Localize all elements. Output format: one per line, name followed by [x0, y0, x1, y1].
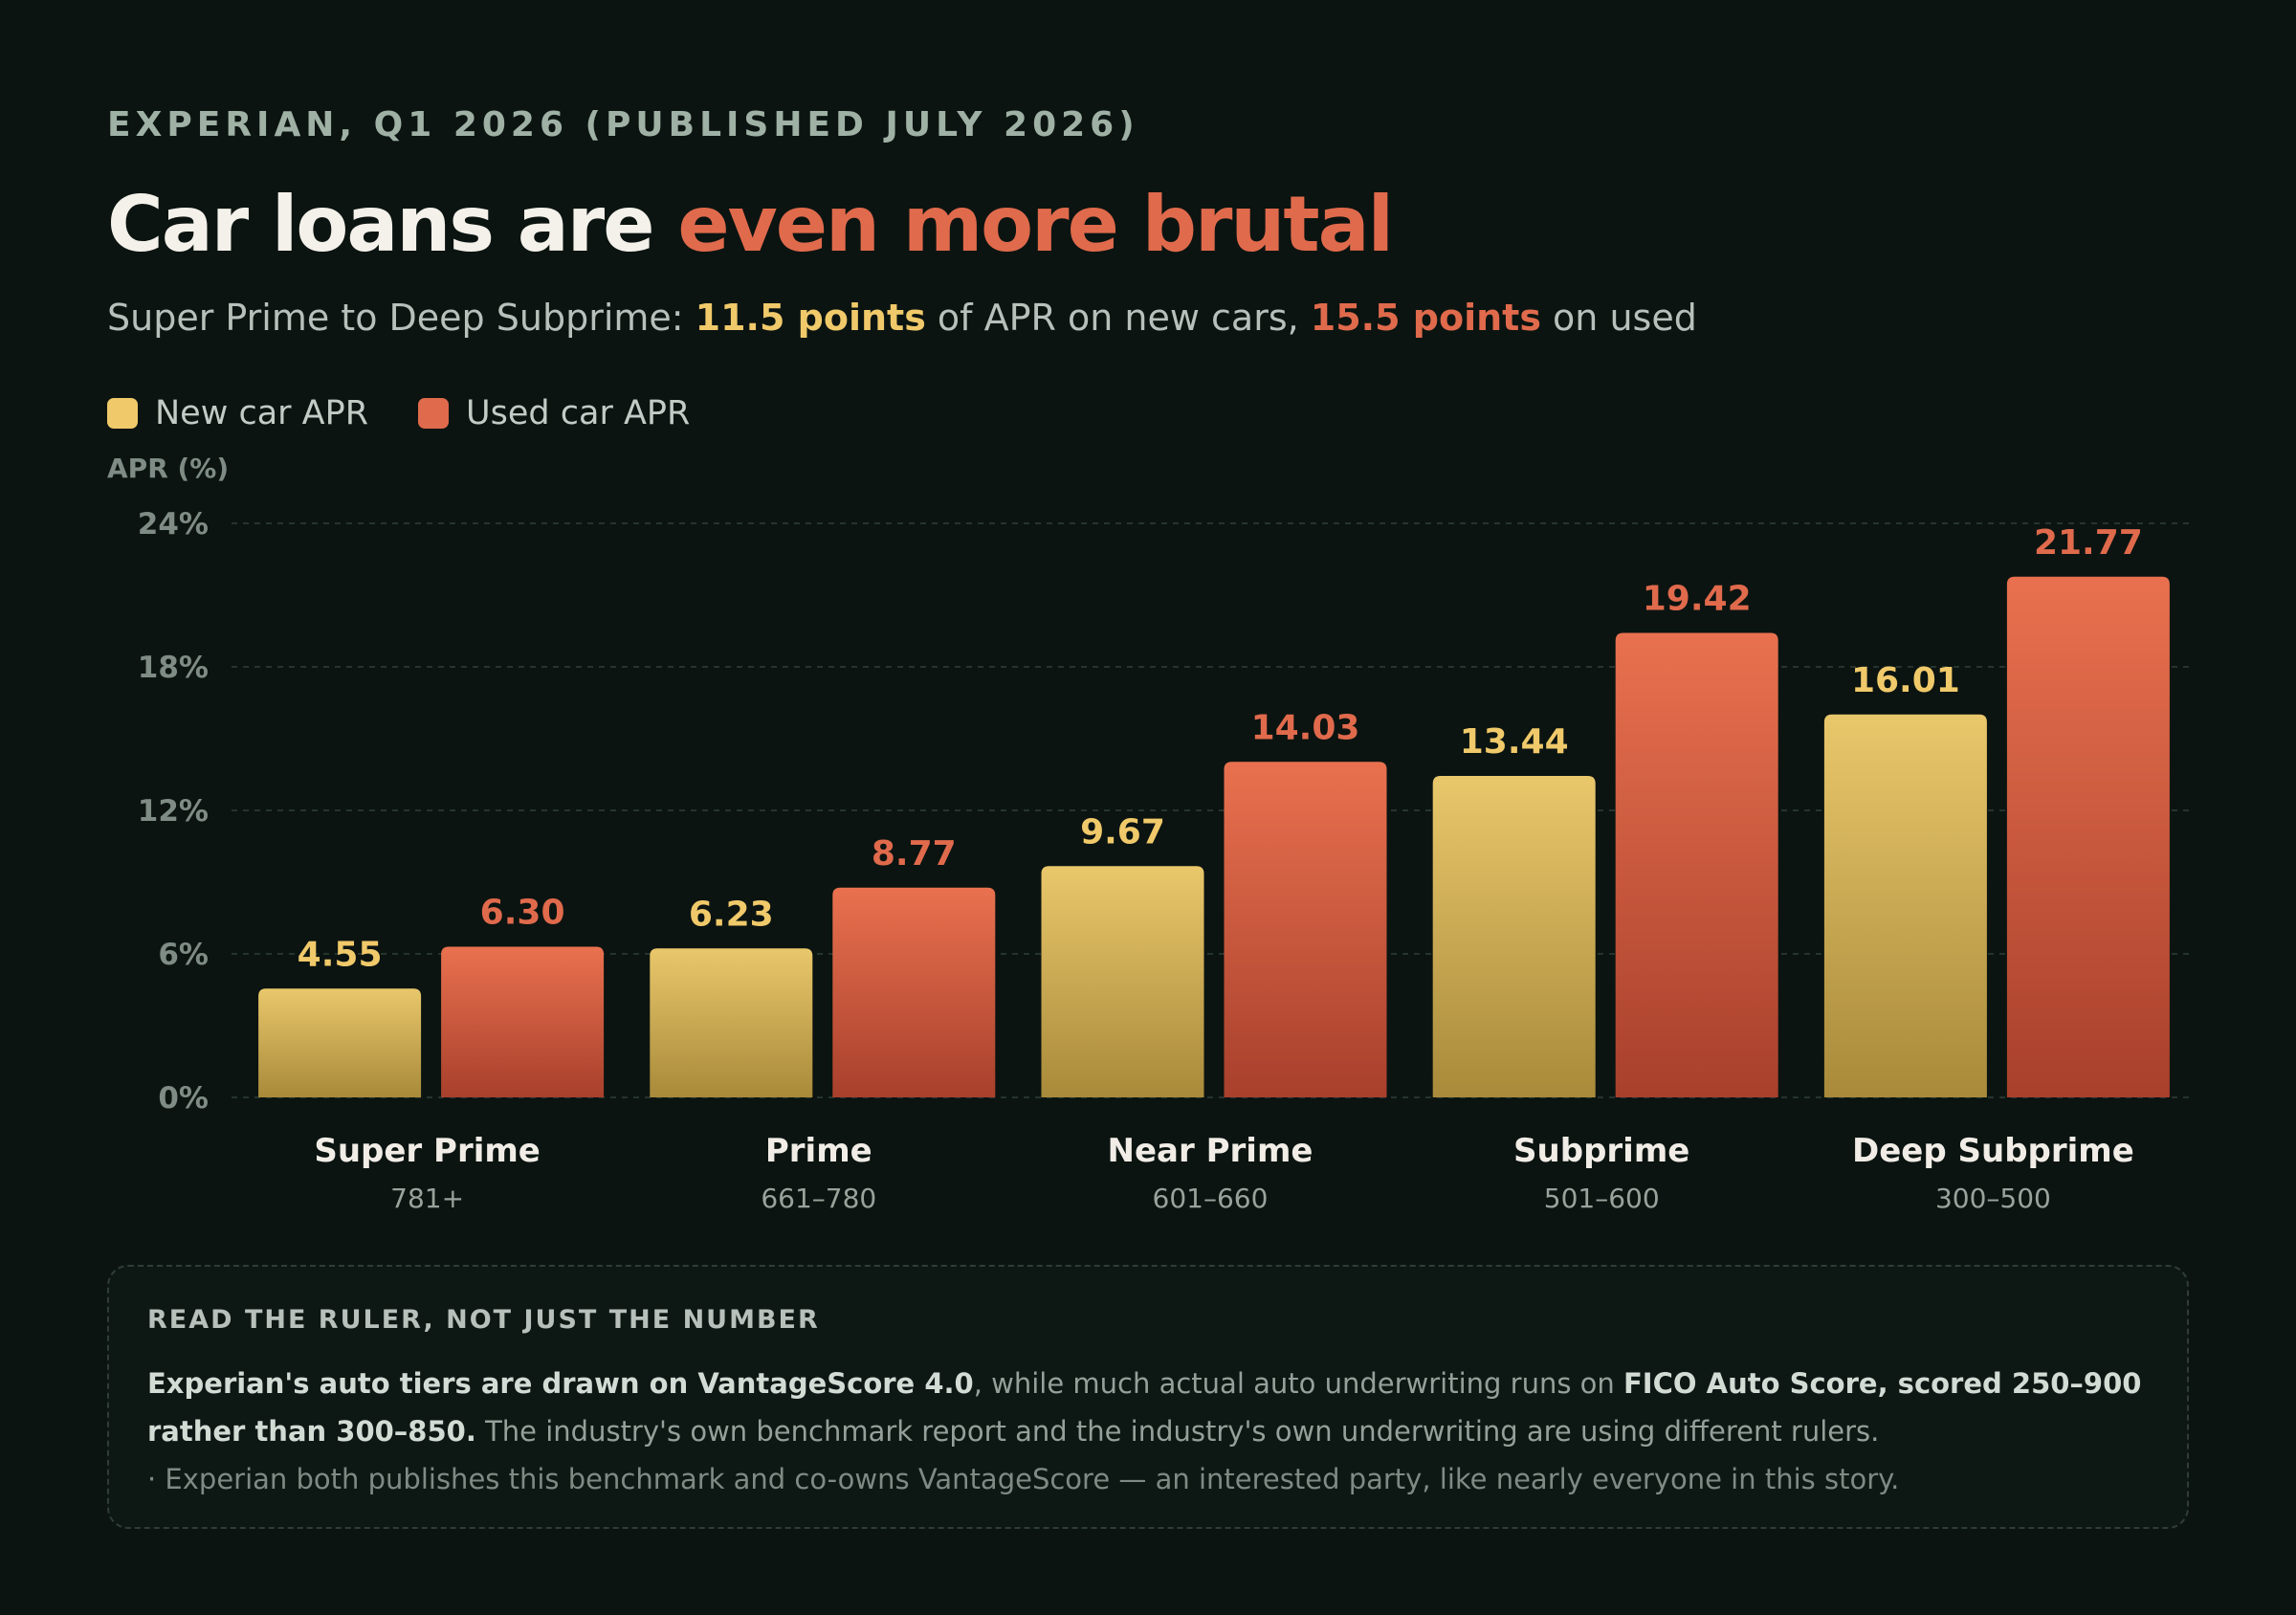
bar-new — [650, 948, 813, 1097]
legend-swatch-new — [107, 398, 138, 429]
bar-new — [1432, 776, 1596, 1097]
bar-used — [2006, 576, 2170, 1097]
title-accent: even more brutal — [677, 180, 1394, 269]
note-box: READ THE RULER, NOT JUST THE NUMBER Expe… — [107, 1265, 2189, 1529]
data-label-used: 19.42 — [1643, 580, 1752, 619]
category-label: Near Prime — [1108, 1132, 1314, 1170]
category-label: Deep Subprime — [1852, 1132, 2134, 1170]
note-bold-2: FICO Auto Score, scored 250–900 rather t… — [147, 1367, 2142, 1448]
y-tick-label: 12% — [138, 794, 209, 829]
subtitle: Super Prime to Deep Subprime: 11.5 point… — [107, 297, 1697, 339]
data-label-new: 16.01 — [1851, 661, 1960, 700]
data-label-new: 4.55 — [298, 935, 383, 974]
data-label-used: 6.30 — [480, 894, 565, 933]
bar-used — [832, 887, 996, 1097]
data-label-used: 21.77 — [2034, 523, 2143, 563]
note-text-1: , while much actual auto underwriting ru… — [973, 1367, 1623, 1400]
source-label: EXPERIAN, Q1 2026 (PUBLISHED JULY 2026) — [107, 105, 1139, 144]
category-range: 601–660 — [1153, 1183, 1269, 1214]
note-body: Experian's auto tiers are drawn on Vanta… — [147, 1360, 2149, 1455]
note-bold-1: Experian's auto tiers are drawn on Vanta… — [147, 1367, 974, 1400]
legend-item-new: New car APR — [107, 394, 368, 432]
category-label: Super Prime — [314, 1132, 541, 1170]
subtitle-middle: of APR on new cars, — [925, 297, 1311, 339]
legend-item-used: Used car APR — [418, 394, 690, 432]
data-label-new: 13.44 — [1460, 722, 1569, 762]
category-label: Subprime — [1513, 1132, 1689, 1170]
bar-new — [1041, 866, 1204, 1097]
y-tick-label: 6% — [158, 938, 209, 972]
subtitle-suffix: on used — [1540, 297, 1697, 339]
category-range: 300–500 — [1935, 1183, 2051, 1214]
note-heading: READ THE RULER, NOT JUST THE NUMBER — [147, 1305, 820, 1335]
bar-chart: APR (%) 0% 6% 12% 18% 24% 4.55 6.30 Super Prime 7… — [107, 453, 2189, 1214]
legend-swatch-used — [418, 398, 450, 429]
bar-used — [1615, 632, 1778, 1097]
subtitle-used-points: 15.5 points — [1310, 297, 1541, 339]
category-range: 501–600 — [1544, 1183, 1660, 1214]
data-label-new: 6.23 — [689, 895, 774, 934]
bar-new — [258, 988, 422, 1097]
note-footnote: · Experian both publishes this benchmark… — [147, 1463, 1900, 1495]
note-text-2: The industry's own benchmark report and … — [475, 1415, 1880, 1448]
legend-label-used: Used car APR — [466, 394, 691, 432]
subtitle-prefix: Super Prime to Deep Subprime: — [107, 297, 695, 339]
title-plain: Car loans are — [107, 180, 678, 269]
y-tick-label: 18% — [138, 651, 209, 685]
y-axis-label: APR (%) — [107, 453, 229, 484]
chart-legend: New car APR Used car APR — [107, 394, 740, 432]
bar-used — [1224, 762, 1387, 1097]
bar-used — [441, 946, 605, 1097]
bar-new — [1823, 714, 1987, 1097]
data-label-new: 9.67 — [1080, 812, 1165, 852]
subtitle-new-points: 11.5 points — [695, 297, 926, 339]
category-label: Prime — [765, 1132, 872, 1170]
y-tick-label: 24% — [138, 507, 209, 542]
data-label-used: 14.03 — [1251, 708, 1360, 747]
page-title: Car loans are even more brutal — [107, 180, 1394, 269]
category-range: 781+ — [390, 1183, 464, 1214]
data-label-used: 8.77 — [872, 834, 957, 874]
category-range: 661–780 — [761, 1183, 876, 1214]
y-tick-label: 0% — [158, 1081, 209, 1116]
legend-label-new: New car APR — [155, 394, 369, 432]
